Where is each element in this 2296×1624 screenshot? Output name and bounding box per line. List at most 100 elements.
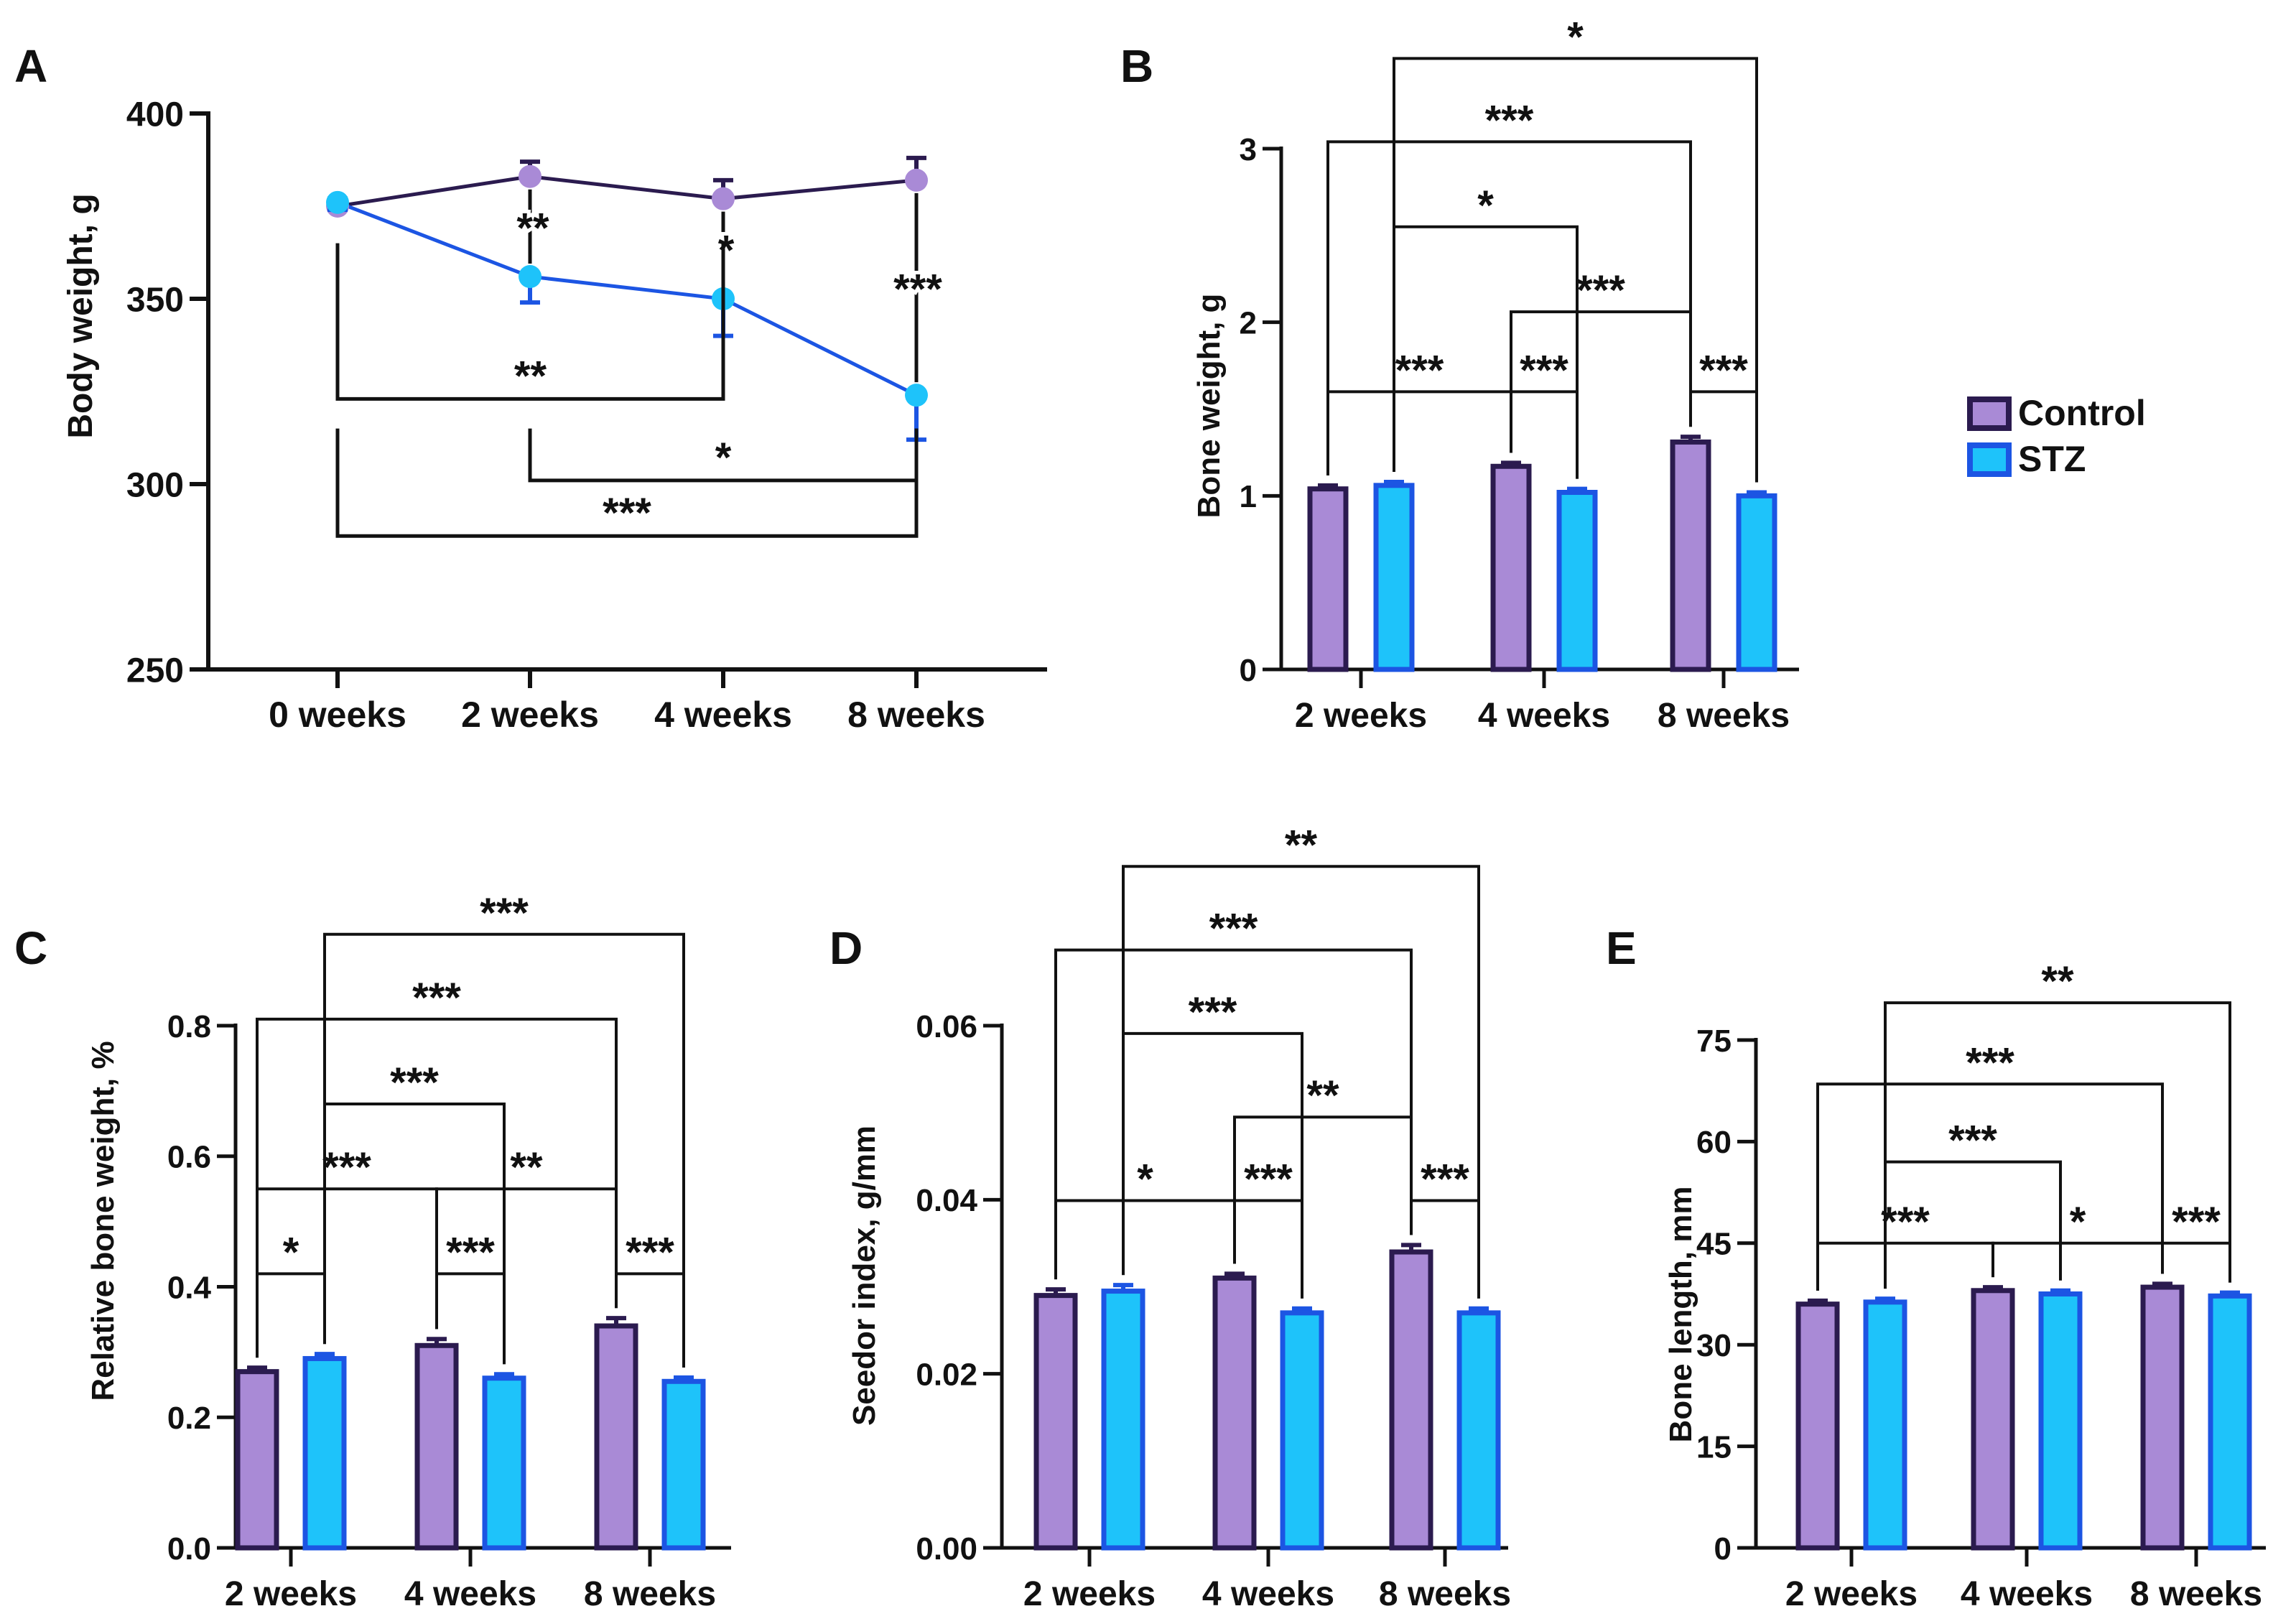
legend-label-control: Control — [2018, 393, 2146, 433]
significance-stars: *** — [1576, 267, 1625, 314]
bar-stz — [1456, 1310, 1501, 1551]
significance-bracket — [2161, 1241, 2231, 1283]
bar-control — [1212, 1275, 1257, 1551]
y-tick-label-C: 0.6 — [167, 1140, 211, 1175]
bar-stz — [661, 1378, 706, 1551]
y-tick-label-C: 0.0 — [167, 1531, 211, 1567]
y-axis-label-c: Relative bone weight, % — [85, 1041, 121, 1401]
significance-bracket — [1816, 1082, 2164, 1291]
significance-stars: * — [2070, 1199, 2086, 1245]
significance-stars: * — [1477, 182, 1494, 229]
y-tick-label-D: 0.00 — [916, 1531, 977, 1567]
y-tick-label-E: 60 — [1696, 1125, 1732, 1160]
x-tick-label-A: 2 weeks — [461, 695, 599, 735]
significance-stars: ** — [1285, 822, 1318, 868]
x-tick-label-E: 4 weeks — [1961, 1575, 2093, 1613]
significance-bracket — [256, 1272, 326, 1358]
y-tick-label-E: 45 — [1696, 1227, 1732, 1262]
panel-label-d: D — [829, 922, 863, 974]
bar-control — [1490, 463, 1532, 672]
legend: Control STZ — [1967, 393, 2146, 479]
bar-stz — [482, 1375, 526, 1551]
significance-bracket — [1326, 140, 1692, 475]
x-tick-label-E: 8 weeks — [2130, 1575, 2262, 1613]
significance-stars: *** — [2172, 1199, 2221, 1245]
panel-a-body-weight: A Body weight, g 250 300 350 400 0 weeks 2 we… — [14, 40, 1047, 735]
significance-stars: ** — [2041, 958, 2074, 1005]
bar-stz — [2208, 1293, 2252, 1551]
x-tick-label-D: 4 weeks — [1202, 1575, 1334, 1613]
x-tick-label-E: 2 weeks — [1785, 1575, 1918, 1613]
significance-stars: *** — [390, 1059, 439, 1106]
y-tick-label-B: 3 — [1240, 132, 1257, 167]
y-tick-label-E: 15 — [1696, 1429, 1732, 1465]
significance-stars: ** — [1306, 1072, 1339, 1119]
significance-stars: *** — [603, 490, 651, 537]
significance-stars: *** — [446, 1229, 495, 1276]
data-point-control — [712, 187, 735, 210]
significance-bracket — [1054, 948, 1413, 1280]
significance-bracket — [1884, 1001, 2231, 1289]
bar-control — [414, 1342, 459, 1551]
panel-label-a: A — [14, 40, 47, 92]
significance-bracket — [335, 243, 725, 401]
significance-stars: *** — [1881, 1199, 1930, 1245]
bar-stz — [302, 1355, 347, 1551]
significance-stars: * — [715, 435, 732, 481]
y-tick-label-E: 30 — [1696, 1328, 1732, 1363]
y-tick-label-A: 350 — [126, 281, 184, 319]
y-axis-label-b: Bone weight, g — [1191, 294, 1227, 519]
significance-stars: *** — [1966, 1039, 2014, 1086]
significance-stars: *** — [1948, 1118, 1997, 1164]
significance-stars: ** — [516, 205, 549, 251]
significance-stars: *** — [1189, 989, 1237, 1036]
legend-swatch-stz — [1967, 442, 2012, 477]
panel-c-relative-bone-weight: C Relative bone weight, % 0.0 0.2 0.4 0.6 0.… — [14, 890, 731, 1613]
panel-b-bone-weight: B Bone weight, g 0 1 2 3 2 weeks 4 weeks 8 wee… — [1120, 14, 1799, 735]
significance-stars: * — [283, 1229, 299, 1276]
significance-stars: * — [718, 227, 735, 274]
x-tick-label-B: 4 weeks — [1478, 697, 1610, 735]
significance-stars: *** — [1421, 1156, 1469, 1203]
bar-control — [1307, 486, 1349, 672]
bar-control — [1971, 1288, 2015, 1551]
data-point-stz — [905, 384, 928, 407]
data-point-stz — [519, 265, 542, 289]
significance-stars: *** — [1520, 347, 1568, 394]
bar-stz — [1373, 483, 1415, 672]
x-tick-label-A: 8 weeks — [847, 695, 985, 735]
bar-stz — [1556, 490, 1598, 672]
bar-stz — [1280, 1310, 1324, 1551]
y-tick-label-E: 0 — [1714, 1531, 1732, 1567]
x-tick-label-D: 2 weeks — [1023, 1575, 1156, 1613]
x-tick-label-A: 0 weeks — [269, 695, 406, 735]
y-axis-label-d: Seedor index, g/mm — [847, 1126, 882, 1426]
y-tick-label-D: 0.06 — [916, 1009, 977, 1044]
legend-label-stz: STZ — [2018, 439, 2086, 479]
significance-stars: *** — [1699, 347, 1748, 394]
x-tick-label-B: 8 weeks — [1658, 697, 1790, 735]
bar-control — [1670, 439, 1711, 672]
bar-stz — [1863, 1299, 1907, 1551]
significance-stars: *** — [480, 890, 529, 937]
y-tick-label-D: 0.04 — [916, 1183, 977, 1218]
bar-control — [1389, 1249, 1433, 1551]
bar-stz — [1736, 493, 1777, 672]
panel-d-seedor-index: D Seedor index, g/mm 0.00 0.02 0.04 0.06 2 w… — [829, 822, 1511, 1613]
bar-stz — [1101, 1289, 1145, 1551]
significance-stars: ** — [514, 353, 547, 399]
y-axis-label-e: Bone length, mm — [1663, 1187, 1698, 1443]
bar-control — [1795, 1301, 1840, 1551]
significance-bracket — [1326, 390, 1512, 475]
series-line-control — [337, 175, 917, 208]
significance-bracket — [335, 428, 919, 538]
x-tick-label-C: 8 weeks — [584, 1575, 716, 1613]
significance-stars: * — [1567, 14, 1584, 60]
series-line-stz — [337, 200, 918, 397]
significance-bracket — [323, 932, 685, 1368]
significance-stars: *** — [1244, 1156, 1293, 1203]
significance-bracket — [1054, 1199, 1236, 1280]
bar-control — [1033, 1293, 1078, 1551]
significance-stars: *** — [412, 975, 461, 1021]
